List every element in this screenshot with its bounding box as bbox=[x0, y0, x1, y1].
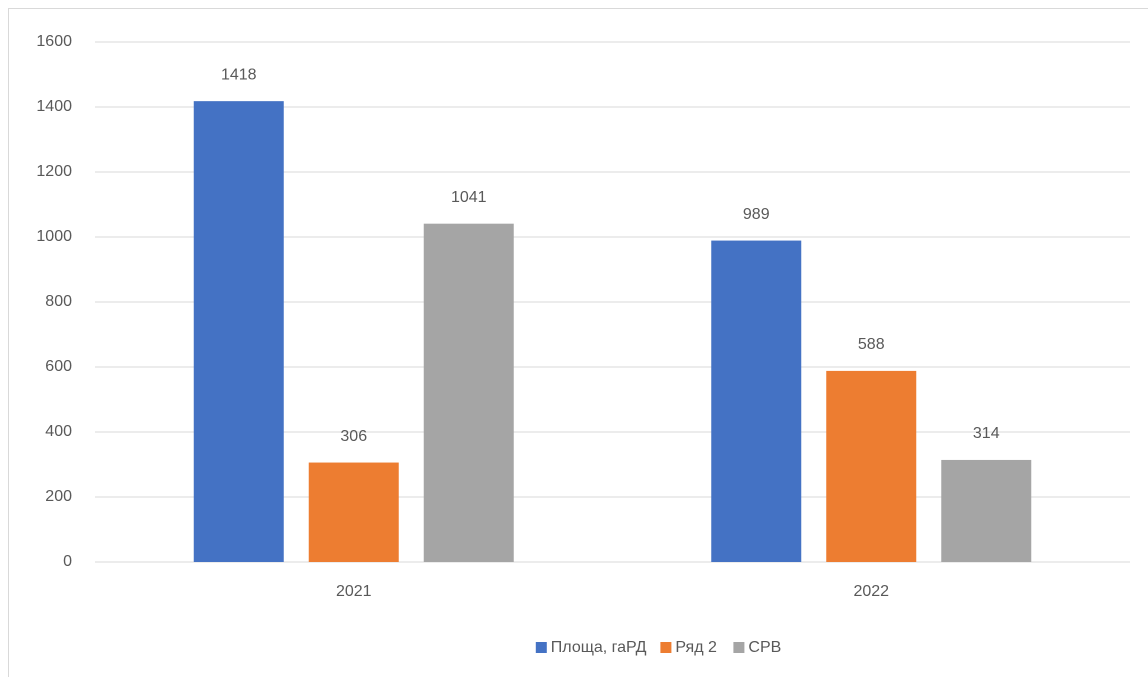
bar bbox=[826, 370, 917, 562]
legend-label: Площа, гаРД bbox=[551, 639, 647, 656]
y-tick-label: 400 bbox=[45, 423, 72, 440]
bar bbox=[941, 459, 1032, 562]
bar bbox=[308, 462, 399, 562]
data-label: 314 bbox=[973, 425, 1000, 442]
data-label: 1418 bbox=[221, 66, 257, 83]
legend-label: СРВ bbox=[748, 639, 781, 656]
y-tick-label: 200 bbox=[45, 488, 72, 505]
y-tick-label: 600 bbox=[45, 358, 72, 375]
y-tick-label: 1200 bbox=[36, 163, 72, 180]
y-tick-label: 1400 bbox=[36, 98, 72, 115]
data-label: 588 bbox=[858, 336, 885, 353]
y-tick-label: 1600 bbox=[36, 33, 72, 50]
bar bbox=[423, 223, 514, 563]
legend-swatch bbox=[535, 642, 547, 653]
bar bbox=[193, 101, 284, 563]
data-label: 1041 bbox=[451, 189, 487, 206]
y-tick-label: 0 bbox=[63, 553, 72, 570]
chart-border bbox=[8, 8, 1148, 677]
data-label: 989 bbox=[743, 206, 770, 223]
y-tick-label: 1000 bbox=[36, 228, 72, 245]
bar bbox=[711, 240, 802, 562]
data-label: 306 bbox=[340, 428, 367, 445]
x-tick-label: 2022 bbox=[853, 583, 889, 600]
legend-swatch bbox=[733, 642, 745, 653]
y-tick-label: 800 bbox=[45, 293, 72, 310]
legend-label: Ряд 2 bbox=[675, 639, 717, 656]
legend-swatch bbox=[660, 642, 672, 653]
x-tick-label: 2021 bbox=[336, 583, 372, 600]
